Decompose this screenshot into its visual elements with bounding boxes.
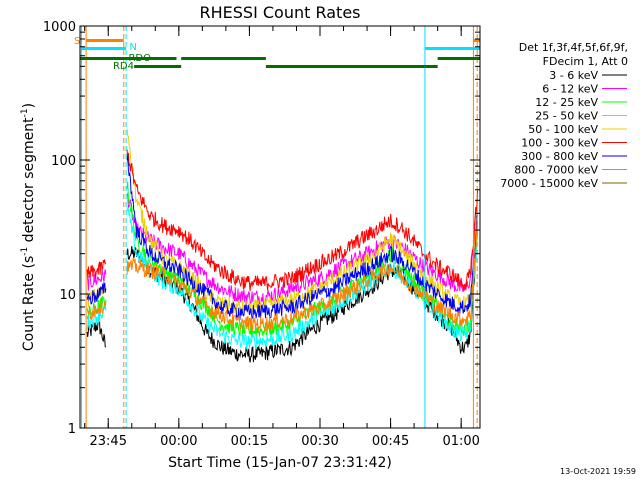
saa-bar-left bbox=[86, 39, 124, 42]
series-line-5-seg-1 bbox=[126, 149, 479, 292]
legend-label-5: 100 - 300 keV bbox=[521, 137, 598, 150]
legend: Det 1f,3f,4f,5f,6f,9f, FDecim 1, Att 0 3… bbox=[500, 41, 628, 190]
series-line-7-seg-1 bbox=[126, 221, 479, 332]
attenuator-label-s: S bbox=[74, 36, 80, 47]
x-tick-label: 01:00 bbox=[442, 434, 479, 449]
series-line-1-seg-1 bbox=[126, 192, 479, 307]
attenuator-label-rdo: RDO bbox=[128, 53, 151, 64]
series-line-6-seg-0 bbox=[86, 281, 107, 305]
series-line-6-seg-1 bbox=[126, 155, 479, 321]
saa-bar-right bbox=[473, 39, 480, 42]
legend-label-6: 300 - 800 keV bbox=[521, 150, 598, 163]
y-axis-label-sup1: -1 bbox=[20, 247, 30, 256]
x-axis-label: Start Time (15-Jan-07 23:31:42) bbox=[168, 455, 392, 471]
series-line-7-seg-0 bbox=[86, 297, 107, 321]
legend-label-7: 800 - 7000 keV bbox=[514, 164, 598, 177]
legend-label-1: 6 - 12 keV bbox=[542, 83, 598, 96]
series-line-1-seg-0 bbox=[86, 269, 107, 291]
x-axis: 23:45 00:00 00:15 00:30 00:45 01:00 bbox=[84, 26, 480, 449]
night-bar-right bbox=[424, 47, 480, 50]
attenuator-label-rd4: RD4 bbox=[113, 61, 134, 72]
chart-title: RHESSI Count Rates bbox=[200, 3, 361, 22]
y-axis-label-sup2: -1 bbox=[20, 108, 30, 117]
y-tick-label: 100 bbox=[51, 154, 76, 169]
rdo-bar-1 bbox=[80, 57, 177, 60]
rdo-bar-3 bbox=[437, 57, 480, 60]
y-axis: 1 10 100 1000 bbox=[43, 20, 480, 437]
x-tick-label: 00:30 bbox=[301, 434, 338, 449]
legend-label-2: 12 - 25 keV bbox=[535, 96, 598, 109]
attenuator-label-n: N bbox=[129, 42, 136, 53]
plot-frame bbox=[79, 25, 481, 429]
legend-header-line2: FDecim 1, Att 0 bbox=[543, 55, 628, 68]
rd4-bar-1 bbox=[134, 65, 182, 68]
y-axis-label-main: Count Rate (s bbox=[21, 256, 37, 351]
legend-header-line1: Det 1f,3f,4f,5f,6f,9f, bbox=[519, 41, 628, 54]
x-tick-label: 00:00 bbox=[160, 434, 197, 449]
legend-label-4: 50 - 100 keV bbox=[528, 123, 598, 136]
legend-label-0: 3 - 6 keV bbox=[549, 69, 598, 82]
legend-label-8: 7000 - 15000 keV bbox=[500, 177, 598, 190]
y-tick-label: 1 bbox=[68, 422, 76, 437]
night-bar-left bbox=[81, 47, 127, 50]
legend-label-3: 25 - 50 keV bbox=[535, 110, 598, 123]
x-tick-label: 00:15 bbox=[231, 434, 268, 449]
series-layer bbox=[86, 128, 479, 363]
rd4-bar-2 bbox=[265, 65, 438, 68]
x-tick-label: 00:45 bbox=[372, 434, 409, 449]
y-tick-label: 1000 bbox=[43, 20, 76, 35]
x-tick-label: 23:45 bbox=[90, 434, 127, 449]
series-line-5-seg-0 bbox=[86, 259, 107, 279]
rdo-bar-2 bbox=[181, 57, 266, 60]
y-axis-label-mid: detector segment bbox=[21, 117, 37, 247]
y-axis-label-end: ) bbox=[21, 103, 37, 108]
y-axis-label: Count Rate (s-1 detector segment-1) bbox=[20, 103, 37, 351]
y-tick-label: 10 bbox=[59, 288, 76, 303]
footer-date: 13-Oct-2021 19:59 bbox=[560, 467, 636, 476]
